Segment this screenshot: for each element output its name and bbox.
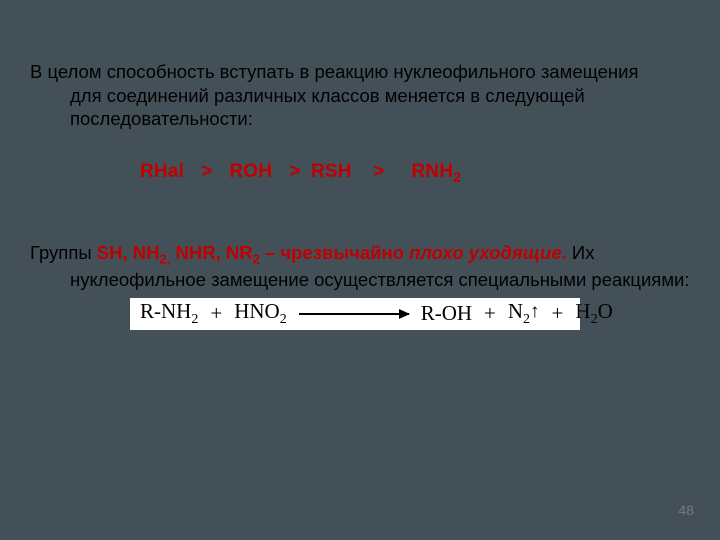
eq-rnh2-base: R-NH	[140, 299, 191, 323]
equation-container: R-NH2 + HNO2 R-OH + N2↑ + H2O	[130, 298, 580, 330]
gt-3: >	[368, 161, 389, 182]
p2-prefix: Группы	[30, 242, 97, 263]
gt-1: >	[196, 161, 217, 182]
reaction-arrow-icon	[299, 313, 409, 315]
chemical-equation: R-NH2 + HNO2 R-OH + N2↑ + H2O	[136, 299, 617, 328]
seq-rnh2-sub: 2	[453, 169, 461, 185]
seq-rhal: RHal	[140, 161, 184, 182]
eq-hno2-sub: 2	[280, 312, 287, 327]
eq-h2o-h: H	[575, 299, 590, 323]
eq-n2-sub: 2	[523, 312, 530, 327]
reactivity-sequence: RHal > ROH > RSH > RNH2	[30, 161, 690, 185]
p2-g1: SH, NH	[97, 242, 160, 263]
p2-g2: NHR, NR	[170, 242, 252, 263]
seq-rsh: RSH	[311, 161, 352, 182]
eq-n2-base: N	[508, 299, 523, 323]
eq-roh: R-OH	[417, 301, 476, 326]
eq-hno2: HNO2	[230, 299, 291, 328]
groups-paragraph: Группы SH, NH2, NHR, NR2 – чрезвычайно п…	[30, 241, 690, 292]
page-number: 48	[678, 502, 694, 518]
p2-g2-sub: 2	[253, 252, 260, 267]
eq-plus-3: +	[544, 301, 572, 326]
seq-rnh2-base: RNH	[411, 161, 453, 182]
eq-h2o-sub: 2	[591, 312, 598, 327]
eq-h2o: H2O	[571, 299, 616, 328]
gas-arrow-icon: ↑	[530, 301, 540, 322]
eq-plus-1: +	[202, 301, 230, 326]
gt-2: >	[284, 161, 305, 182]
p2-groups: SH, NH2, NHR, NR2	[97, 242, 260, 263]
seq-roh: ROH	[229, 161, 272, 182]
slide: В целом способность вступать в реакцию н…	[0, 0, 720, 540]
p2-dash: – чрезвычайно	[260, 242, 409, 263]
intro-paragraph: В целом способность вступать в реакцию н…	[30, 60, 640, 131]
eq-plus-2: +	[476, 301, 504, 326]
eq-hno2-base: HNO	[234, 299, 280, 323]
eq-rnh2: R-NH2	[136, 299, 202, 328]
seq-rnh2: RNH2	[411, 161, 461, 182]
p2-g1-sub: 2,	[160, 252, 171, 267]
eq-rnh2-sub: 2	[191, 312, 198, 327]
p2-bad-leaving: плохо уходящие	[409, 242, 562, 263]
eq-h2o-o: O	[598, 299, 613, 323]
eq-n2: N2↑	[504, 299, 544, 328]
